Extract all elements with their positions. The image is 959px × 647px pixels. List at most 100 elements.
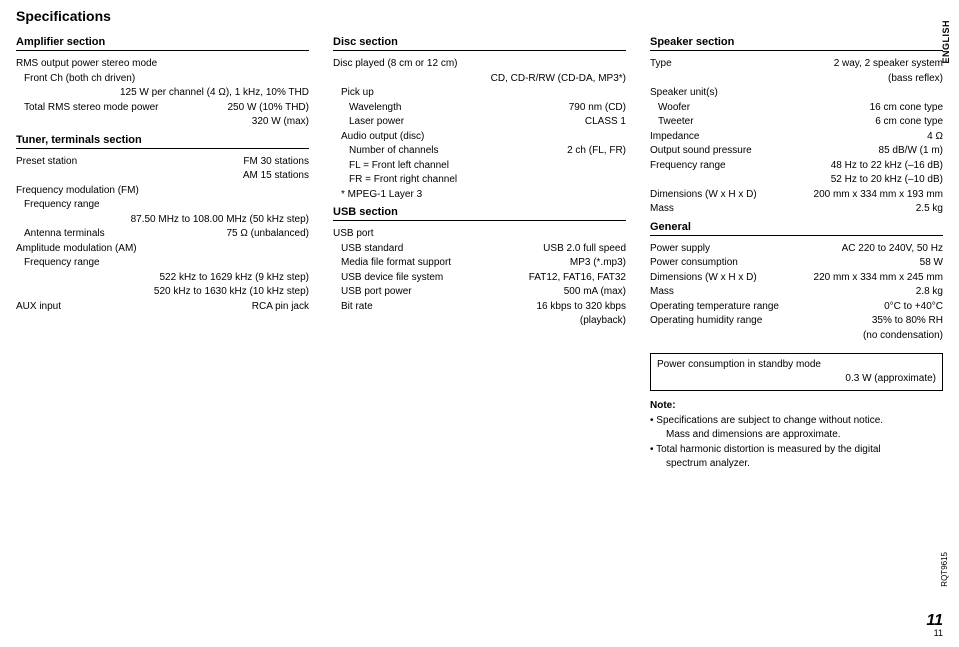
amp-l4-value: 250 W (10% THD) xyxy=(227,101,309,116)
type-v1: 2 way, 2 speaker system xyxy=(834,57,943,72)
usb-media-label: Media file format support xyxy=(341,256,564,271)
wave-value: 790 nm (CD) xyxy=(569,101,626,116)
section-amplifier: Amplifier section xyxy=(16,36,309,51)
fl: FL = Front left channel xyxy=(333,159,626,174)
fr: FR = Front right channel xyxy=(333,173,626,188)
usb-power-label: USB port power xyxy=(341,285,558,300)
section-disc: Disc section xyxy=(333,36,626,51)
usb-fs-value: FAT12, FAT16, FAT32 xyxy=(529,271,626,286)
section-general: General xyxy=(650,221,943,236)
doc-code: RQT9615 xyxy=(940,552,949,587)
g-mass-value: 2.8 kg xyxy=(916,285,943,300)
note: Note: • Specifications are subject to ch… xyxy=(650,399,943,472)
columns: Amplifier section RMS output power stere… xyxy=(16,36,943,472)
imp-label: Impedance xyxy=(650,130,921,145)
tweeter-label: Tweeter xyxy=(658,115,869,130)
note-b1b: Mass and dimensions are approximate. xyxy=(650,428,943,443)
page-title: Specifications xyxy=(16,8,943,24)
sp-mass-label: Mass xyxy=(650,202,910,217)
usb-port: USB port xyxy=(333,227,626,242)
section-speaker: Speaker section xyxy=(650,36,943,51)
tweeter-value: 6 cm cone type xyxy=(875,115,943,130)
usb-std-label: USB standard xyxy=(341,242,537,257)
am-head: Amplitude modulation (AM) xyxy=(16,242,309,257)
g-dim-value: 220 mm x 334 mm x 245 mm xyxy=(814,271,943,286)
ps-value: AC 220 to 240V, 50 Hz xyxy=(842,242,943,257)
imp-value: 4 Ω xyxy=(927,130,943,145)
note-b1: • Specifications are subject to change w… xyxy=(650,414,943,429)
amp-l2: Front Ch (both ch driven) xyxy=(16,72,309,87)
preset-v1: FM 30 stations xyxy=(243,155,309,170)
g-mass-label: Mass xyxy=(650,285,910,300)
laser-label: Laser power xyxy=(349,115,579,130)
preset-label: Preset station xyxy=(16,155,237,170)
fr-v1: 48 Hz to 22 kHz (–16 dB) xyxy=(831,159,943,174)
laser-value: CLASS 1 xyxy=(585,115,626,130)
fm-range-val: 87.50 MHz to 108.00 MHz (50 kHz step) xyxy=(16,213,309,228)
amp-l4-label: Total RMS stereo mode power xyxy=(24,101,221,116)
usb-bit-label: Bit rate xyxy=(341,300,530,315)
g-dim-label: Dimensions (W x H x D) xyxy=(650,271,808,286)
ch-value: 2 ch (FL, FR) xyxy=(567,144,626,159)
language-tab: ENGLISH xyxy=(941,20,951,64)
ps-label: Power supply xyxy=(650,242,836,257)
mpeg: * MPEG-1 Layer 3 xyxy=(333,188,626,203)
usb-std-value: USB 2.0 full speed xyxy=(543,242,626,257)
note-title: Note: xyxy=(650,399,943,414)
preset-v2: AM 15 stations xyxy=(16,169,309,184)
usb-media-value: MP3 (*.mp3) xyxy=(570,256,626,271)
wave-label: Wavelength xyxy=(349,101,563,116)
general-body: Power supply AC 220 to 240V, 50 Hz Power… xyxy=(650,242,943,344)
amp-body: RMS output power stereo mode Front Ch (b… xyxy=(16,57,309,130)
standby-value: 0.3 W (approximate) xyxy=(657,372,936,386)
fr-label: Frequency range xyxy=(650,159,825,174)
antenna-label: Antenna terminals xyxy=(24,227,220,242)
amp-l5: 320 W (max) xyxy=(16,115,309,130)
pickup: Pick up xyxy=(333,86,626,101)
aux-value: RCA pin jack xyxy=(252,300,309,315)
audio-head: Audio output (disc) xyxy=(333,130,626,145)
note-b2: • Total harmonic distortion is measured … xyxy=(650,443,943,458)
page-number-big: 11 xyxy=(926,612,943,630)
page-number: 11 11 xyxy=(926,612,943,639)
osp-value: 85 dB/W (1 m) xyxy=(879,144,943,159)
pc-value: 58 W xyxy=(920,256,943,271)
aux-label: AUX input xyxy=(16,300,246,315)
sp-dim-label: Dimensions (W x H x D) xyxy=(650,188,808,203)
usb-power-value: 500 mA (max) xyxy=(564,285,626,300)
section-usb: USB section xyxy=(333,206,626,221)
section-tuner: Tuner, terminals section xyxy=(16,134,309,149)
pc-label: Power consumption xyxy=(650,256,914,271)
usb-fs-label: USB device file system xyxy=(341,271,523,286)
antenna-value: 75 Ω (unbalanced) xyxy=(226,227,309,242)
hum-v1: 35% to 80% RH xyxy=(872,314,943,329)
speaker-body: Type 2 way, 2 speaker system (bass refle… xyxy=(650,57,943,217)
usb-bit-value1: 16 kbps to 320 kbps xyxy=(536,300,626,315)
am-range: Frequency range xyxy=(16,256,309,271)
units: Speaker unit(s) xyxy=(650,86,943,101)
disc-played-value: CD, CD-R/RW (CD-DA, MP3*) xyxy=(333,72,626,87)
disc-played-label: Disc played (8 cm or 12 cm) xyxy=(333,57,626,72)
fm-range: Frequency range xyxy=(16,198,309,213)
ch-label: Number of channels xyxy=(349,144,561,159)
standby-box: Power consumption in standby mode 0.3 W … xyxy=(650,353,943,391)
temp-label: Operating temperature range xyxy=(650,300,878,315)
temp-value: 0°C to +40°C xyxy=(884,300,943,315)
type-v2: (bass reflex) xyxy=(650,72,943,87)
col-3: Speaker section Type 2 way, 2 speaker sy… xyxy=(650,36,943,472)
amp-l1: RMS output power stereo mode xyxy=(16,57,309,72)
fr-v2: 52 Hz to 20 kHz (–10 dB) xyxy=(650,173,943,188)
standby-label: Power consumption in standby mode xyxy=(657,358,936,372)
tuner-body: Preset station FM 30 stations AM 15 stat… xyxy=(16,155,309,315)
col-1: Amplifier section RMS output power stere… xyxy=(16,36,309,472)
page-number-small: 11 xyxy=(926,629,943,639)
usb-body: USB port USB standard USB 2.0 full speed… xyxy=(333,227,626,329)
type-label: Type xyxy=(650,57,828,72)
hum-v2: (no condensation) xyxy=(650,329,943,344)
fm-head: Frequency modulation (FM) xyxy=(16,184,309,199)
note-b2b: spectrum analyzer. xyxy=(650,457,943,472)
woofer-value: 16 cm cone type xyxy=(870,101,943,116)
sp-mass-value: 2.5 kg xyxy=(916,202,943,217)
usb-bit-value2: (playback) xyxy=(333,314,626,329)
hum-label: Operating humidity range xyxy=(650,314,866,329)
